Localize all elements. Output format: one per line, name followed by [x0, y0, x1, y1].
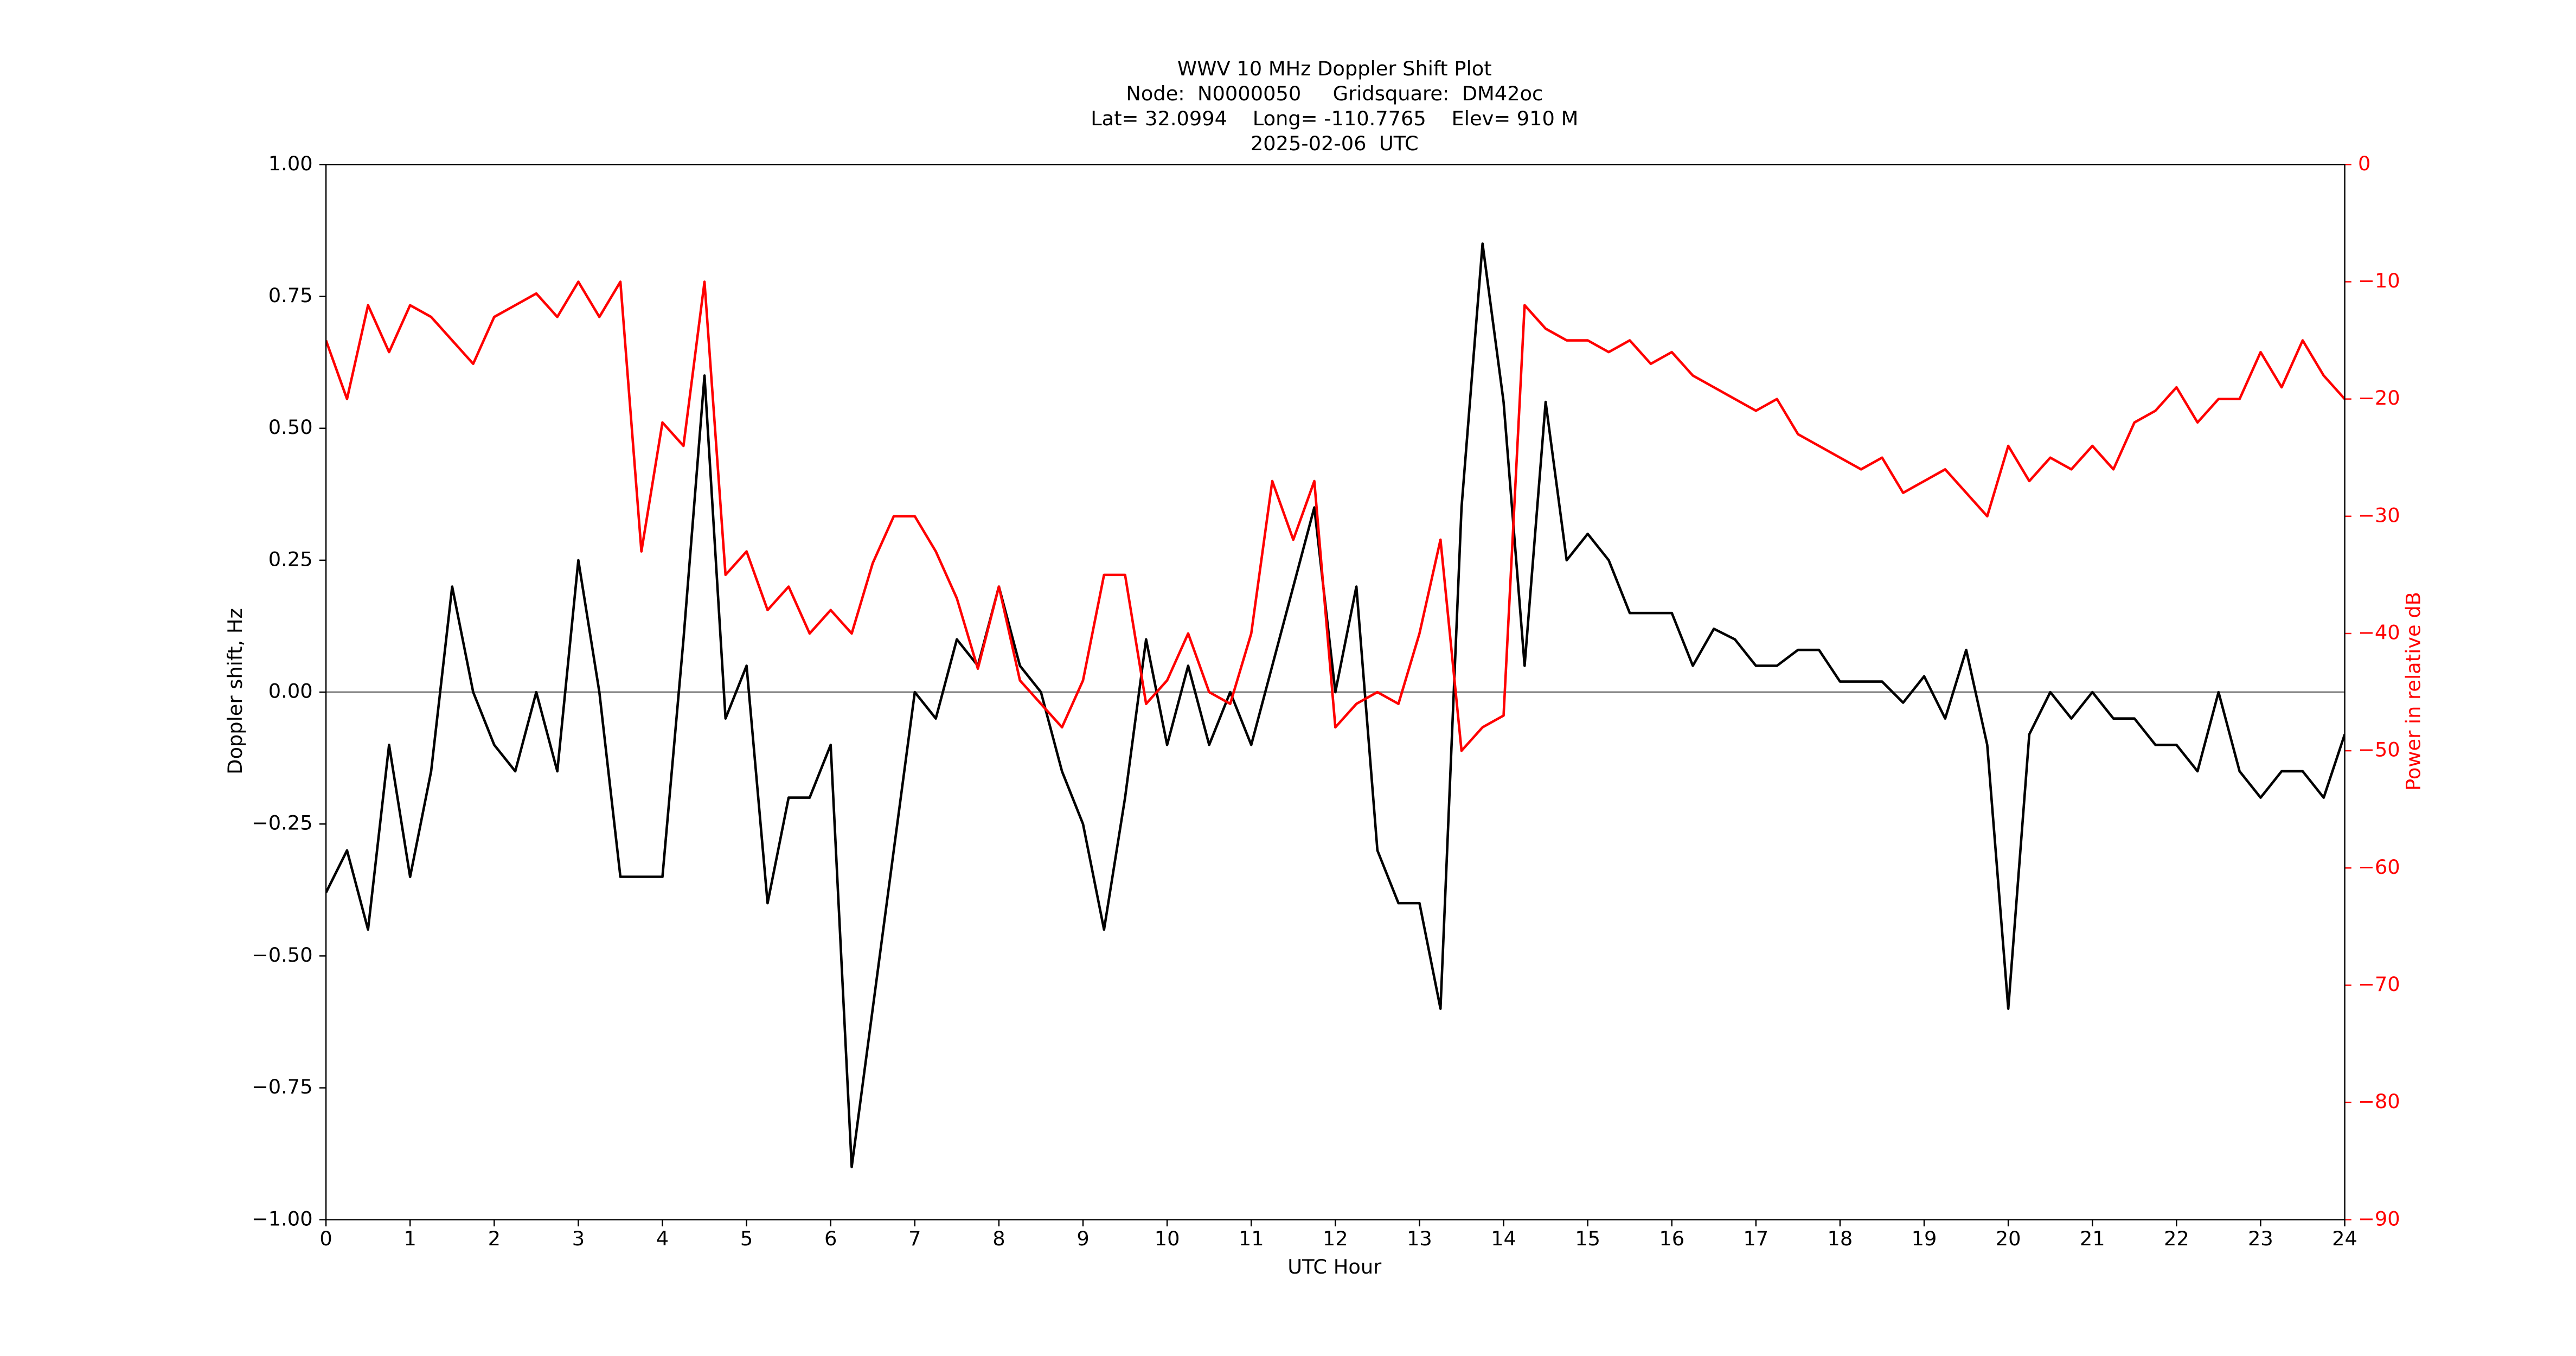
x-axis-label: UTC Hour — [1287, 1255, 1382, 1278]
y-axis-label: Doppler shift, Hz — [223, 608, 247, 775]
y2-tick-label: −30 — [2358, 503, 2400, 527]
y2-tick-label: −20 — [2358, 386, 2400, 410]
data-line — [326, 242, 2345, 1168]
x-tick-label: 13 — [1407, 1227, 1432, 1250]
y2-tick-label: 0 — [2358, 152, 2370, 175]
y2-tick-label: −80 — [2358, 1090, 2400, 1113]
y-tick-label: 0.00 — [268, 680, 313, 703]
x-tick-label: 20 — [1996, 1227, 2021, 1250]
y-tick-label: −1.00 — [252, 1207, 313, 1230]
x-tick-label: 17 — [1743, 1227, 1768, 1250]
chart-title: WWV 10 MHz Doppler Shift Plot — [1177, 57, 1492, 80]
x-tick-label: 24 — [2332, 1227, 2357, 1250]
y2-tick-label: −50 — [2358, 738, 2400, 762]
x-tick-label: 3 — [572, 1227, 585, 1250]
y-tick-label: 1.00 — [268, 152, 313, 175]
x-tick-label: 11 — [1239, 1227, 1264, 1250]
y2-axis-label: Power in relative dB — [2402, 592, 2425, 791]
x-tick-label: 2 — [488, 1227, 501, 1250]
x-tick-label: 21 — [2080, 1227, 2105, 1250]
y-tick-label: −0.25 — [252, 811, 313, 835]
plot-frame — [325, 164, 2346, 1220]
x-tick-label: 22 — [2164, 1227, 2189, 1250]
x-tick-label: 23 — [2248, 1227, 2273, 1250]
x-tick-label: 19 — [1912, 1227, 1937, 1250]
y2-tick-label: −60 — [2358, 855, 2400, 879]
y-tick-label: 0.50 — [268, 415, 313, 439]
x-tick-label: 15 — [1575, 1227, 1600, 1250]
y2-tick-label: −40 — [2358, 621, 2400, 644]
chart-subtitle: Lat= 32.0994 Long= -110.7765 Elev= 910 M — [1091, 107, 1578, 130]
x-tick-label: 6 — [824, 1227, 837, 1250]
x-tick-label: 4 — [656, 1227, 669, 1250]
y-tick-label: 0.25 — [268, 547, 313, 571]
x-tick-label: 12 — [1323, 1227, 1348, 1250]
x-tick-label: 16 — [1659, 1227, 1684, 1250]
y-tick-label: −0.75 — [252, 1075, 313, 1098]
x-tick-label: 9 — [1076, 1227, 1089, 1250]
y-tick-label: 0.75 — [268, 284, 313, 307]
x-tick-label: 1 — [404, 1227, 416, 1250]
y2-tick-label: −90 — [2358, 1207, 2400, 1230]
y2-tick-label: −10 — [2358, 269, 2400, 292]
x-tick-label: 8 — [992, 1227, 1005, 1250]
plot-layer: 0 1 2 3 4 5 6 7 8 9 10 11 12 13 14 15 16 17 18 19 20 21 22 23 24… — [252, 152, 2400, 1250]
x-tick-label: 14 — [1491, 1227, 1516, 1250]
y-tick-label: −0.50 — [252, 943, 313, 967]
x-tick-label: 10 — [1155, 1227, 1180, 1250]
x-tick-label: 5 — [740, 1227, 753, 1250]
data-line — [326, 280, 2345, 752]
x-tick-label: 7 — [908, 1227, 921, 1250]
x-tick-label: 18 — [1828, 1227, 1853, 1250]
x-tick-label: 0 — [319, 1227, 332, 1250]
y2-tick-label: −70 — [2358, 973, 2400, 996]
chart-subtitle: Node: N0000050 Gridsquare: DM42oc — [1126, 82, 1543, 105]
chart-subtitle: 2025-02-06 UTC — [1251, 132, 1419, 155]
